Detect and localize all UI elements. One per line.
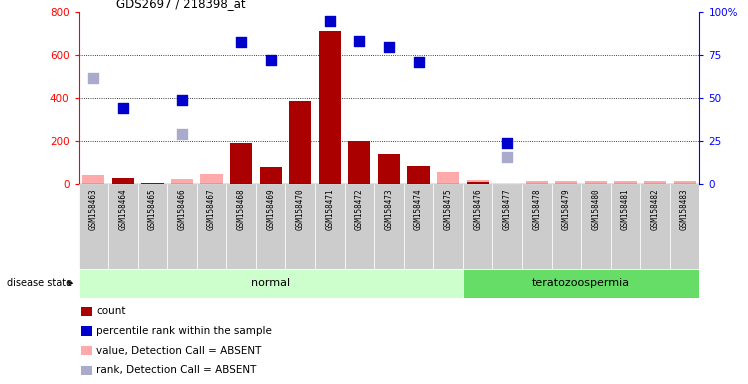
Bar (463, 184, 492, 269)
Bar (319, 31, 341, 184)
Point (353, 38, 365, 44)
Bar (673, 181, 696, 184)
Text: GSM158477: GSM158477 (503, 189, 512, 230)
Bar (467, 182, 488, 184)
Text: GSM158466: GSM158466 (177, 189, 186, 230)
Bar (463, 269, 699, 298)
Bar (433, 184, 463, 269)
Point (501, 154, 513, 161)
Bar (404, 184, 433, 269)
Bar (640, 184, 669, 269)
Bar (437, 172, 459, 184)
Bar (138, 184, 168, 269)
Text: GSM158464: GSM158464 (118, 189, 127, 230)
Text: percentile rank within the sample: percentile rank within the sample (96, 326, 272, 336)
Text: GSM158463: GSM158463 (89, 189, 98, 230)
Bar (374, 184, 404, 269)
Bar (610, 184, 640, 269)
Bar (378, 154, 400, 184)
Text: GSM158471: GSM158471 (325, 189, 334, 230)
Bar (492, 184, 522, 269)
Point (176, 97, 188, 103)
Bar (260, 167, 282, 184)
Text: GSM158475: GSM158475 (444, 189, 453, 230)
Point (235, 39, 247, 45)
Point (324, 18, 336, 24)
Text: GDS2697 / 218398_at: GDS2697 / 218398_at (116, 0, 245, 10)
Bar (200, 174, 223, 184)
Text: GSM158473: GSM158473 (384, 189, 393, 230)
Bar (82, 175, 105, 184)
Text: rank, Detection Call = ABSENT: rank, Detection Call = ABSENT (96, 365, 257, 375)
Point (501, 140, 513, 146)
Bar (669, 184, 699, 269)
Text: GSM158472: GSM158472 (355, 189, 364, 230)
Bar (79, 269, 463, 298)
Text: GSM158479: GSM158479 (562, 189, 571, 230)
Text: GSM158465: GSM158465 (148, 189, 157, 230)
Bar (585, 181, 607, 184)
Text: disease state: disease state (7, 278, 73, 288)
Text: normal: normal (251, 278, 290, 288)
Text: GSM158476: GSM158476 (473, 189, 482, 230)
Bar (197, 184, 227, 269)
Bar (230, 143, 252, 184)
Text: GSM158474: GSM158474 (414, 189, 423, 230)
Bar (108, 184, 138, 269)
Bar (81, 346, 92, 355)
Text: GSM158470: GSM158470 (295, 189, 304, 230)
Bar (111, 178, 134, 184)
Point (383, 44, 395, 50)
Bar (168, 184, 197, 269)
Point (88, 75, 99, 81)
Bar (522, 184, 551, 269)
Text: GSM158483: GSM158483 (680, 189, 689, 230)
Bar (467, 180, 488, 184)
Text: GSM158480: GSM158480 (592, 189, 601, 230)
Bar (408, 166, 429, 184)
Bar (345, 184, 374, 269)
Bar (289, 101, 311, 184)
Text: GSM158482: GSM158482 (651, 189, 660, 230)
Text: count: count (96, 306, 126, 316)
Bar (555, 181, 577, 184)
Bar (551, 184, 581, 269)
Bar (526, 181, 548, 184)
Bar (581, 184, 610, 269)
Bar (644, 181, 666, 184)
Text: GSM158481: GSM158481 (621, 189, 630, 230)
Point (265, 57, 277, 63)
Bar (614, 181, 637, 184)
Text: value, Detection Call = ABSENT: value, Detection Call = ABSENT (96, 346, 262, 356)
Bar (81, 306, 92, 316)
Text: GSM158469: GSM158469 (266, 189, 275, 230)
Bar (81, 366, 92, 375)
Bar (286, 184, 315, 269)
Point (413, 59, 425, 65)
Point (117, 104, 129, 111)
Bar (79, 184, 108, 269)
Bar (81, 326, 92, 336)
Text: GSM158467: GSM158467 (207, 189, 216, 230)
Bar (141, 183, 164, 184)
Text: GSM158468: GSM158468 (236, 189, 245, 230)
Point (176, 131, 188, 137)
Bar (315, 184, 345, 269)
Bar (227, 184, 256, 269)
Bar (349, 141, 370, 184)
Text: GSM158478: GSM158478 (533, 189, 542, 230)
Text: teratozoospermia: teratozoospermia (532, 278, 630, 288)
Bar (256, 184, 286, 269)
Bar (171, 179, 193, 184)
